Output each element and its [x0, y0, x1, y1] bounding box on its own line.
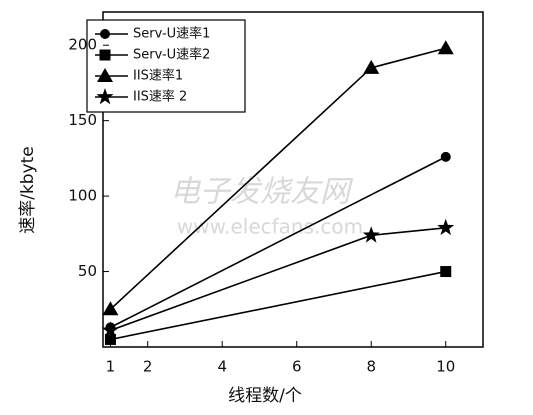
point: [437, 40, 454, 55]
series-line: [110, 226, 446, 332]
series-line: [110, 270, 446, 341]
legend-label: Serv-U速率1: [133, 26, 210, 42]
x-tick-label: 1: [106, 358, 116, 376]
point: [99, 49, 111, 61]
point: [97, 68, 113, 82]
series-line: [110, 156, 447, 329]
point: [104, 333, 116, 345]
y-tick-label: 50: [78, 262, 97, 280]
point: [363, 59, 380, 74]
y-tick-label: 200: [68, 36, 97, 54]
watermark: www.elecfans.com: [177, 215, 363, 239]
point: [440, 266, 452, 278]
y-tick-label: 100: [68, 187, 97, 205]
x-tick-label: 2: [143, 358, 153, 376]
point: [100, 29, 110, 39]
x-tick-label: 6: [292, 358, 302, 376]
point: [101, 321, 119, 338]
y-axis-label: 速率/kbyte: [18, 146, 38, 234]
legend-label: IIS速率1: [133, 68, 183, 84]
x-tick-label: 4: [217, 358, 227, 376]
plot-frame: [102, 11, 484, 348]
y-tick-label: 150: [68, 111, 97, 129]
point: [96, 88, 114, 105]
legend-label: Serv-U速率2: [133, 47, 210, 63]
point: [102, 301, 119, 316]
legend-label: IIS速率 2: [133, 89, 187, 105]
point: [437, 218, 455, 236]
point: [362, 226, 380, 243]
x-axis-label: 线程数/个: [228, 386, 302, 406]
watermark: 电子发烧友网: [170, 175, 354, 210]
x-tick-label: 10: [436, 358, 455, 376]
point: [440, 151, 451, 162]
x-tick-label: 8: [366, 358, 376, 376]
